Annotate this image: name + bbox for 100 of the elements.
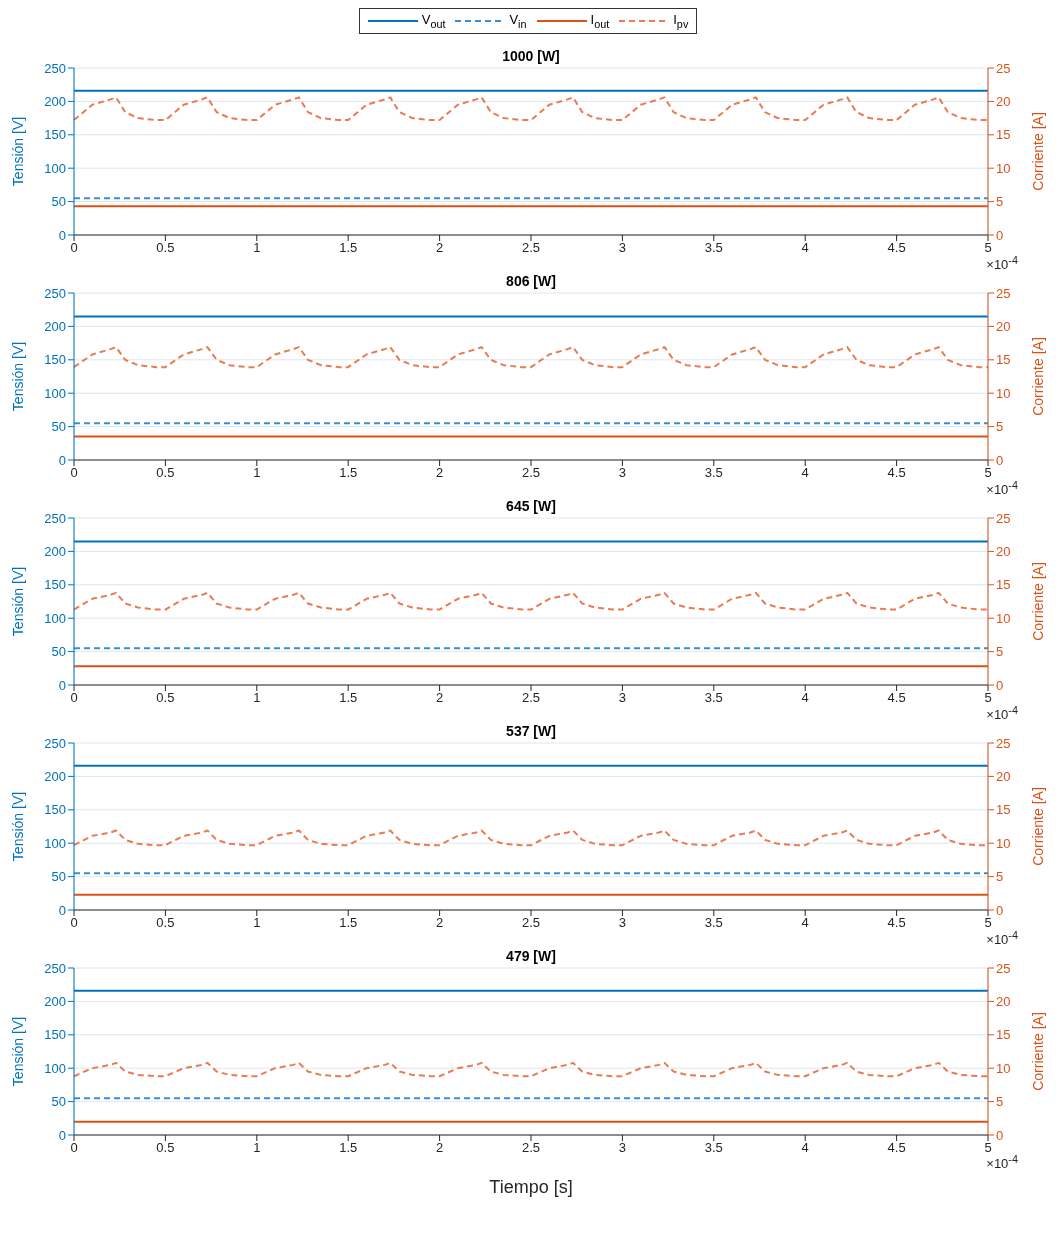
y2-axis-title: Corriente [A] bbox=[1030, 336, 1046, 416]
y2-tick-label: 0 bbox=[996, 677, 1004, 693]
y-tick-label: 0 bbox=[58, 452, 66, 468]
line-series bbox=[73, 591, 989, 611]
line-series bbox=[73, 95, 989, 121]
y-tick-label: 100 bbox=[44, 610, 66, 626]
y-tick-label: 0 bbox=[58, 1127, 66, 1143]
x-tick-label: 0.5 bbox=[156, 914, 175, 930]
y2-tick-label: 5 bbox=[996, 868, 1004, 884]
y2-tick-label: 5 bbox=[996, 193, 1004, 209]
x-tick-label: 2 bbox=[435, 1139, 444, 1155]
y2-tick-label: 0 bbox=[996, 452, 1004, 468]
x-axis-title: Tiempo [s] bbox=[488, 1176, 574, 1198]
x-tick-label: 4.5 bbox=[887, 464, 906, 480]
x-tick-label: 0 bbox=[70, 239, 78, 255]
y-axis-title: Tensión [V] bbox=[10, 1016, 26, 1086]
y2-tick-label: 20 bbox=[996, 318, 1011, 334]
x-tick-label: 0 bbox=[70, 1139, 78, 1155]
line-series bbox=[73, 1061, 989, 1077]
y-tick-label: 0 bbox=[58, 677, 66, 693]
y-tick-label: 50 bbox=[51, 418, 66, 434]
y-tick-label: 200 bbox=[44, 318, 66, 334]
y2-tick-label: 25 bbox=[996, 285, 1011, 301]
y-tick-label: 150 bbox=[44, 802, 66, 818]
y-tick-label: 50 bbox=[51, 643, 66, 659]
x-tick-label: 0.5 bbox=[156, 689, 175, 705]
x-tick-label: 2 bbox=[435, 689, 444, 705]
x-tick-label: 2 bbox=[435, 914, 444, 930]
chart-title: 537 [W] bbox=[505, 722, 557, 739]
x-tick-label: 3.5 bbox=[704, 914, 723, 930]
y2-tick-label: 15 bbox=[996, 352, 1011, 368]
y2-tick-label: 10 bbox=[996, 1060, 1011, 1076]
text: ×10$^{-4}$ bbox=[986, 479, 1018, 498]
x-tick-label: 1.5 bbox=[339, 914, 358, 930]
y2-tick-label: 0 bbox=[996, 1127, 1004, 1143]
x-tick-label: 2.5 bbox=[521, 239, 541, 255]
y2-tick-label: 15 bbox=[996, 1027, 1011, 1043]
y-tick-label: 50 bbox=[51, 193, 66, 209]
y-tick-label: 150 bbox=[44, 127, 66, 143]
x-tick-label: 3.5 bbox=[704, 239, 723, 255]
line-series bbox=[73, 345, 989, 368]
chart-title: 479 [W] bbox=[505, 947, 557, 964]
y-tick-label: 150 bbox=[44, 1027, 66, 1043]
chart-title: 645 [W] bbox=[505, 497, 557, 514]
y-tick-label: 0 bbox=[58, 227, 66, 243]
text: ×10$^{-4}$ bbox=[986, 1153, 1018, 1172]
x-tick-label: 4.5 bbox=[887, 239, 906, 255]
text: ×10$^{-4}$ bbox=[986, 254, 1018, 273]
x-tick-label: 5 bbox=[984, 464, 992, 480]
y2-tick-label: 0 bbox=[996, 902, 1004, 918]
x-tick-label: 1 bbox=[253, 914, 261, 930]
y-axis-title: Tensión [V] bbox=[10, 341, 26, 411]
x-tick-label: 1 bbox=[253, 1139, 261, 1155]
x-tick-label: 4.5 bbox=[887, 1139, 906, 1155]
x-tick-label: 4 bbox=[801, 914, 809, 930]
y-tick-label: 200 bbox=[44, 993, 66, 1009]
y2-tick-label: 20 bbox=[996, 993, 1011, 1009]
y-axis-title: Tensión [V] bbox=[10, 116, 26, 186]
x-tick-label: 5 bbox=[984, 689, 992, 705]
y2-tick-label: 25 bbox=[996, 735, 1011, 751]
x-tick-label: 4 bbox=[801, 239, 809, 255]
x-tick-label: 0.5 bbox=[156, 1139, 175, 1155]
legend-label: V$_{in}$ bbox=[509, 12, 527, 30]
y-tick-label: 100 bbox=[44, 160, 66, 176]
y2-tick-label: 15 bbox=[996, 577, 1011, 593]
x-tick-label: 3 bbox=[618, 1139, 627, 1155]
x-tick-label: 4.5 bbox=[887, 689, 906, 705]
y-axis-title: Tensión [V] bbox=[10, 566, 26, 636]
y-tick-label: 150 bbox=[44, 352, 66, 368]
x-tick-label: 1.5 bbox=[339, 464, 358, 480]
y-tick-label: 250 bbox=[44, 510, 66, 526]
y2-tick-label: 20 bbox=[996, 543, 1011, 559]
x-tick-label: 3 bbox=[618, 914, 627, 930]
x-tick-label: 2.5 bbox=[521, 464, 541, 480]
y2-axis-title: Corriente [A] bbox=[1030, 561, 1046, 641]
x-tick-label: 2 bbox=[435, 239, 444, 255]
chart-title: 806 [W] bbox=[505, 272, 557, 289]
x-tick-label: 5 bbox=[984, 239, 992, 255]
x-tick-label: 0.5 bbox=[156, 464, 175, 480]
y2-tick-label: 5 bbox=[996, 1093, 1004, 1109]
y-tick-label: 150 bbox=[44, 577, 66, 593]
y-tick-label: 0 bbox=[58, 902, 66, 918]
y2-tick-label: 10 bbox=[996, 385, 1011, 401]
x-tick-label: 1.5 bbox=[339, 1139, 358, 1155]
x-tick-label: 0 bbox=[70, 914, 78, 930]
x-tick-label: 0 bbox=[70, 689, 78, 705]
x-tick-label: 2.5 bbox=[521, 914, 541, 930]
x-tick-label: 4 bbox=[801, 1139, 809, 1155]
x-tick-label: 5 bbox=[984, 914, 992, 930]
y2-tick-label: 5 bbox=[996, 643, 1004, 659]
y2-tick-label: 20 bbox=[996, 768, 1011, 784]
y2-tick-label: 25 bbox=[996, 60, 1011, 76]
text: ×10$^{-4}$ bbox=[986, 704, 1018, 723]
y-tick-label: 200 bbox=[44, 768, 66, 784]
y2-tick-label: 25 bbox=[996, 960, 1011, 976]
y-axis-title: Tensión [V] bbox=[10, 791, 26, 861]
x-tick-label: 3.5 bbox=[704, 689, 723, 705]
x-tick-label: 1.5 bbox=[339, 689, 358, 705]
y2-tick-label: 25 bbox=[996, 510, 1011, 526]
legend-label: I$_{out}$ bbox=[590, 12, 610, 30]
